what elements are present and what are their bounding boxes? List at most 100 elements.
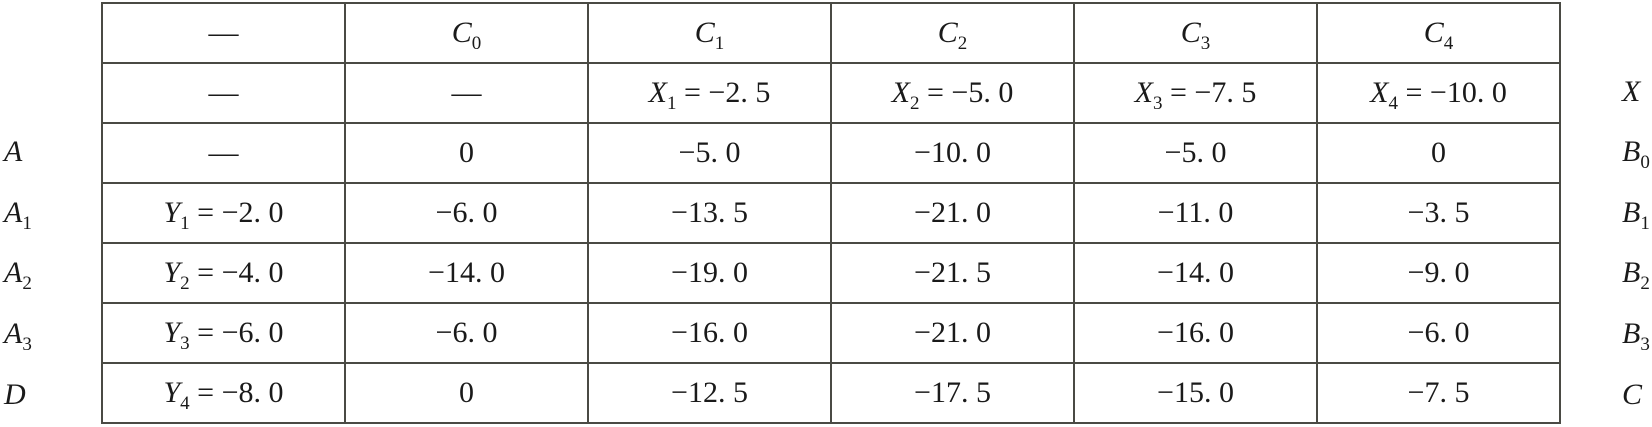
cell-text: −5. 0 — [678, 136, 741, 169]
cell-text: = −5. 0 — [919, 76, 1014, 109]
subscript: 1 — [714, 33, 725, 54]
cell-text: −5. 0 — [1164, 136, 1227, 169]
variable: C — [1423, 16, 1444, 49]
table-cell: −5. 0 — [587, 122, 832, 184]
cell-text: −21. 0 — [914, 196, 991, 229]
cell-text: −16. 0 — [1157, 316, 1234, 349]
cell-text: −9. 0 — [1407, 256, 1470, 289]
left-row-label: A3 — [4, 304, 44, 364]
table-cell: X3 = −7. 5 — [1073, 62, 1318, 124]
table-cell: −21. 5 — [830, 242, 1075, 304]
cell-text: — — [451, 76, 482, 109]
subscript: 4 — [180, 393, 190, 414]
table-cell: −10. 0 — [830, 122, 1075, 184]
variable: B — [1622, 317, 1641, 350]
table-cell: — — [344, 62, 589, 124]
subscript: 4 — [1388, 93, 1398, 114]
right-row-label: B3 — [1622, 304, 1652, 364]
variable: C — [1180, 16, 1201, 49]
variable: A — [4, 317, 23, 350]
table-cell: −3. 5 — [1316, 182, 1561, 244]
left-row-label: A1 — [4, 183, 44, 243]
cell-text: = −2. 5 — [676, 76, 771, 109]
table-cell: 0 — [344, 362, 589, 424]
cell-text: −6. 0 — [1407, 316, 1470, 349]
table-cell: — — [101, 62, 346, 124]
cell-text: −21. 5 — [914, 256, 991, 289]
cell-text: −17. 5 — [914, 376, 991, 409]
table-row: — 0 −5. 0 −10. 0 −5. 0 0 — [101, 122, 1561, 184]
subscript: 2 — [957, 33, 968, 54]
table-cell: −5. 0 — [1073, 122, 1318, 184]
variable: C — [694, 16, 715, 49]
table-cell: Y3 = −6. 0 — [101, 302, 346, 364]
table-cell: −6. 0 — [344, 182, 589, 244]
table-cell: Y1 = −2. 0 — [101, 182, 346, 244]
subscript: 2 — [1640, 273, 1650, 294]
table-cell: −21. 0 — [830, 302, 1075, 364]
subscript: 2 — [180, 273, 190, 294]
table-row: Y4 = −8. 0 0 −12. 5 −17. 5 −15. 0 −7. 5 — [101, 362, 1561, 424]
cell-text: 0 — [459, 136, 474, 169]
variable: Y — [163, 196, 181, 229]
table-cell: −6. 0 — [1316, 302, 1561, 364]
subscript: 4 — [1443, 33, 1454, 54]
table-cell: −9. 0 — [1316, 242, 1561, 304]
subscript: 1 — [22, 213, 32, 234]
cell-text: −21. 0 — [914, 316, 991, 349]
cell-text: 0 — [459, 376, 474, 409]
table-row: Y3 = −6. 0 −6. 0 −16. 0 −21. 0 −16. 0 −6. 0 — [101, 302, 1561, 364]
table-cell: — — [101, 122, 346, 184]
cell-text: = −4. 0 — [189, 256, 284, 289]
table-cell: C4 — [1316, 2, 1561, 64]
left-row-label: D — [4, 365, 44, 425]
variable: C — [937, 16, 958, 49]
table-cell: −16. 0 — [587, 302, 832, 364]
table-cell: — — [101, 2, 346, 64]
table-cell: −13. 5 — [587, 182, 832, 244]
cell-text: −10. 0 — [914, 136, 991, 169]
cell-text: −3. 5 — [1407, 196, 1470, 229]
subscript: 3 — [1640, 334, 1650, 355]
subscript: 1 — [1640, 213, 1650, 234]
subscript: 3 — [180, 333, 190, 354]
variable: C — [1622, 378, 1643, 411]
table-cell: −16. 0 — [1073, 302, 1318, 364]
cell-text: −14. 0 — [1157, 256, 1234, 289]
table-cell: 0 — [344, 122, 589, 184]
cell-text: −7. 5 — [1407, 376, 1470, 409]
cell-text: = −10. 0 — [1397, 76, 1507, 109]
table-cell: −21. 0 — [830, 182, 1075, 244]
variable: B — [1622, 196, 1641, 229]
cell-text: −6. 0 — [435, 196, 498, 229]
data-table: — C0 C1 C2 C3 C4— — X1 = −2. 5 X2 = −5. 0 X3 = −7… — [101, 2, 1561, 424]
cell-text: −15. 0 — [1157, 376, 1234, 409]
subscript: 3 — [1200, 33, 1211, 54]
right-row-label: X — [1622, 62, 1652, 122]
table-cell: C3 — [1073, 2, 1318, 64]
cell-text: = −8. 0 — [189, 376, 284, 409]
table-cell: Y2 = −4. 0 — [101, 242, 346, 304]
right-row-label: B0 — [1622, 122, 1652, 182]
table-cell: −12. 5 — [587, 362, 832, 424]
cell-text: −6. 0 — [435, 316, 498, 349]
table-cell: −7. 5 — [1316, 362, 1561, 424]
table-cell: Y4 = −8. 0 — [101, 362, 346, 424]
table-cell: −6. 0 — [344, 302, 589, 364]
table-cell: 0 — [1316, 122, 1561, 184]
subscript: 3 — [1152, 93, 1163, 114]
cell-text: −13. 5 — [671, 196, 748, 229]
table-cell: X1 = −2. 5 — [587, 62, 832, 124]
subscript: 3 — [22, 334, 32, 355]
cell-text: = −6. 0 — [189, 316, 284, 349]
table-cell: X4 = −10. 0 — [1316, 62, 1561, 124]
subscript: 0 — [471, 33, 482, 54]
cell-text: = −2. 0 — [189, 196, 284, 229]
variable: A — [4, 135, 23, 168]
cell-text: — — [208, 16, 239, 49]
table-cell: C1 — [587, 2, 832, 64]
table-cell: C2 — [830, 2, 1075, 64]
left-row-label: A — [4, 122, 44, 182]
subscript: 1 — [666, 93, 677, 114]
variable: C — [451, 16, 472, 49]
